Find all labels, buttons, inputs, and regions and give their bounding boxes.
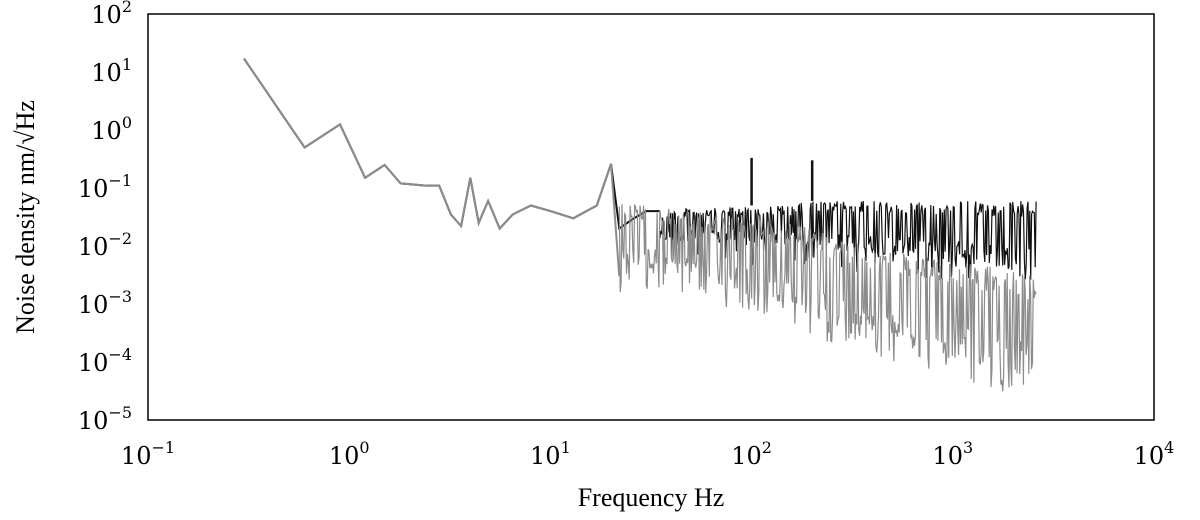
series-noise-band [618, 203, 1037, 392]
series-layer [243, 58, 1037, 392]
x-tick-label: 102 [731, 438, 772, 470]
y-tick-label: 10−5 [78, 403, 132, 435]
y-axis-title: Noise density nm/√Hz [11, 100, 40, 334]
y-tick-label: 10−2 [78, 229, 132, 261]
y-tick-label: 10−3 [78, 287, 132, 319]
series-noise-band [659, 200, 1037, 281]
series-line [243, 58, 1037, 281]
series-line [243, 58, 1037, 392]
x-tick-label: 101 [530, 438, 571, 470]
y-tick-label: 101 [91, 55, 132, 87]
y-tick-labels: 102 101 100 10−1 10−2 10−3 10−4 10−5 [78, 0, 132, 435]
x-tick-label: 103 [932, 438, 973, 470]
plot-area-frame [147, 13, 1155, 421]
x-tick-label: 10−1 [121, 438, 175, 470]
x-tick-labels: 10−1 100 101 102 103 104 [121, 438, 1174, 470]
x-axis-title: Frequency Hz [578, 483, 725, 512]
x-tick-label: 100 [329, 438, 370, 470]
y-tick-label: 10−4 [78, 345, 132, 377]
y-tick-label: 102 [91, 0, 132, 29]
series-low-frequency-trace [243, 58, 621, 277]
y-tick-label: 100 [91, 113, 132, 145]
x-tick-label: 104 [1134, 438, 1175, 470]
y-tick-label: 10−1 [78, 171, 132, 203]
